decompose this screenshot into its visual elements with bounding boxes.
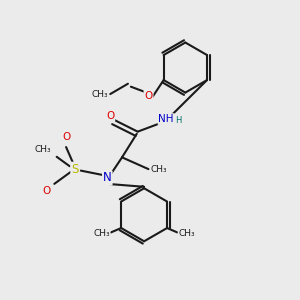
Text: O: O	[144, 91, 153, 100]
Text: CH₃: CH₃	[151, 165, 167, 174]
Text: CH₃: CH₃	[178, 229, 195, 238]
Text: N: N	[103, 172, 112, 184]
Text: H: H	[176, 116, 182, 125]
Text: CH₃: CH₃	[93, 229, 110, 238]
Text: O: O	[106, 111, 114, 121]
Text: CH₃: CH₃	[92, 90, 108, 99]
Text: NH: NH	[158, 114, 174, 124]
Text: O: O	[62, 132, 70, 142]
Text: O: O	[43, 186, 51, 196]
Text: S: S	[71, 163, 79, 176]
Text: CH₃: CH₃	[34, 146, 51, 154]
